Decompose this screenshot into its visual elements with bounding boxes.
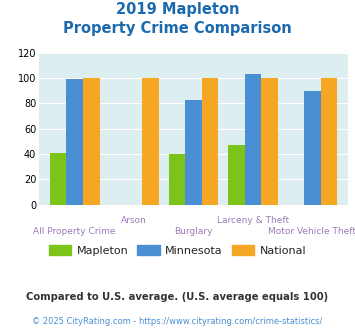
Text: 2019 Mapleton: 2019 Mapleton [116, 2, 239, 16]
Bar [185, 100, 202, 205]
Bar [83, 78, 100, 205]
Legend: Mapleton, Minnesota, National: Mapleton, Minnesota, National [44, 241, 311, 260]
Bar [321, 78, 337, 205]
Bar [142, 78, 159, 205]
Text: Motor Vehicle Theft: Motor Vehicle Theft [268, 227, 355, 236]
Bar [228, 145, 245, 205]
Text: Larceny & Theft: Larceny & Theft [217, 216, 289, 225]
Bar [261, 78, 278, 205]
Bar [66, 79, 83, 205]
Text: Compared to U.S. average. (U.S. average equals 100): Compared to U.S. average. (U.S. average … [26, 292, 329, 302]
Bar [169, 154, 185, 205]
Bar [245, 74, 261, 205]
Bar [202, 78, 218, 205]
Text: Property Crime Comparison: Property Crime Comparison [63, 21, 292, 36]
Bar [50, 153, 66, 205]
Text: Arson: Arson [121, 216, 147, 225]
Bar [304, 91, 321, 205]
Text: Burglary: Burglary [174, 227, 213, 236]
Text: © 2025 CityRating.com - https://www.cityrating.com/crime-statistics/: © 2025 CityRating.com - https://www.city… [32, 317, 323, 326]
Text: All Property Crime: All Property Crime [33, 227, 116, 236]
